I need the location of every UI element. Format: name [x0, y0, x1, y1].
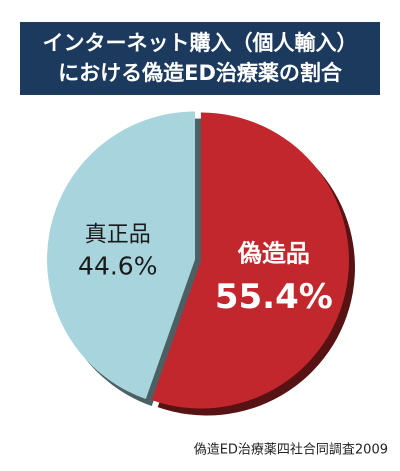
slice — [151, 112, 349, 409]
value-label: 44.6% — [78, 252, 157, 281]
slice — [47, 111, 196, 400]
slice-label: 真正品 — [85, 223, 151, 248]
chart-title: インターネット購入（個人輸入） — [43, 31, 358, 55]
value-label: 55.4% — [215, 277, 333, 317]
chart-title: における偽造ED治療薬の割合 — [58, 61, 343, 85]
source-note: 偽造ED治療薬四社合同調査2009 — [194, 442, 388, 458]
slice-label: 偽造品 — [237, 239, 310, 267]
pie: 偽造品 55.4% 真正品 44.6% — [47, 111, 355, 416]
title-box — [20, 22, 380, 95]
